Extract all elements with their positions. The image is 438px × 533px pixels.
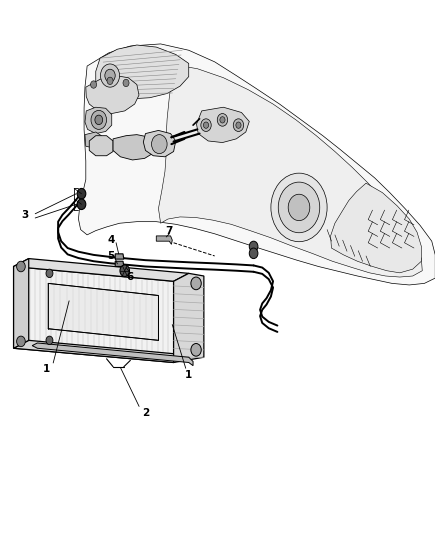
Circle shape — [236, 122, 241, 128]
Polygon shape — [197, 107, 249, 142]
Polygon shape — [48, 284, 159, 341]
Circle shape — [95, 115, 102, 125]
Circle shape — [278, 182, 320, 233]
Polygon shape — [32, 343, 193, 366]
Circle shape — [249, 248, 258, 259]
Polygon shape — [85, 132, 101, 148]
Circle shape — [46, 336, 53, 344]
Text: 2: 2 — [142, 408, 149, 418]
Text: 7: 7 — [166, 225, 173, 236]
Polygon shape — [14, 341, 189, 362]
Polygon shape — [331, 183, 421, 273]
Circle shape — [203, 122, 208, 128]
Polygon shape — [159, 65, 422, 277]
Circle shape — [77, 199, 86, 209]
Circle shape — [107, 77, 113, 85]
Polygon shape — [14, 259, 189, 281]
Text: 3: 3 — [21, 210, 29, 220]
Polygon shape — [86, 76, 139, 114]
Circle shape — [77, 189, 86, 199]
Circle shape — [105, 69, 115, 82]
Circle shape — [91, 81, 97, 88]
Text: 1: 1 — [185, 369, 192, 379]
Circle shape — [288, 194, 310, 221]
Circle shape — [191, 277, 201, 290]
Circle shape — [100, 64, 120, 87]
Circle shape — [123, 79, 129, 87]
Circle shape — [91, 110, 106, 130]
Text: 4: 4 — [107, 235, 115, 245]
Circle shape — [46, 269, 53, 278]
Polygon shape — [143, 131, 176, 157]
Circle shape — [217, 114, 228, 126]
Polygon shape — [113, 135, 156, 160]
Polygon shape — [89, 136, 113, 156]
Polygon shape — [14, 266, 173, 362]
Polygon shape — [173, 273, 204, 362]
Polygon shape — [14, 259, 29, 348]
Circle shape — [120, 265, 130, 277]
Circle shape — [220, 117, 225, 123]
Text: 6: 6 — [127, 272, 134, 282]
Polygon shape — [85, 107, 112, 134]
Circle shape — [201, 119, 211, 132]
Polygon shape — [115, 261, 124, 266]
Polygon shape — [156, 236, 172, 244]
Text: 1: 1 — [42, 365, 49, 374]
Circle shape — [17, 261, 25, 272]
Polygon shape — [115, 254, 124, 259]
Text: 5: 5 — [107, 251, 114, 261]
Circle shape — [249, 241, 258, 252]
Circle shape — [233, 119, 244, 132]
Circle shape — [152, 135, 167, 154]
Circle shape — [271, 173, 327, 241]
Polygon shape — [96, 45, 189, 99]
Circle shape — [17, 336, 25, 346]
Circle shape — [191, 343, 201, 356]
Polygon shape — [78, 44, 435, 285]
